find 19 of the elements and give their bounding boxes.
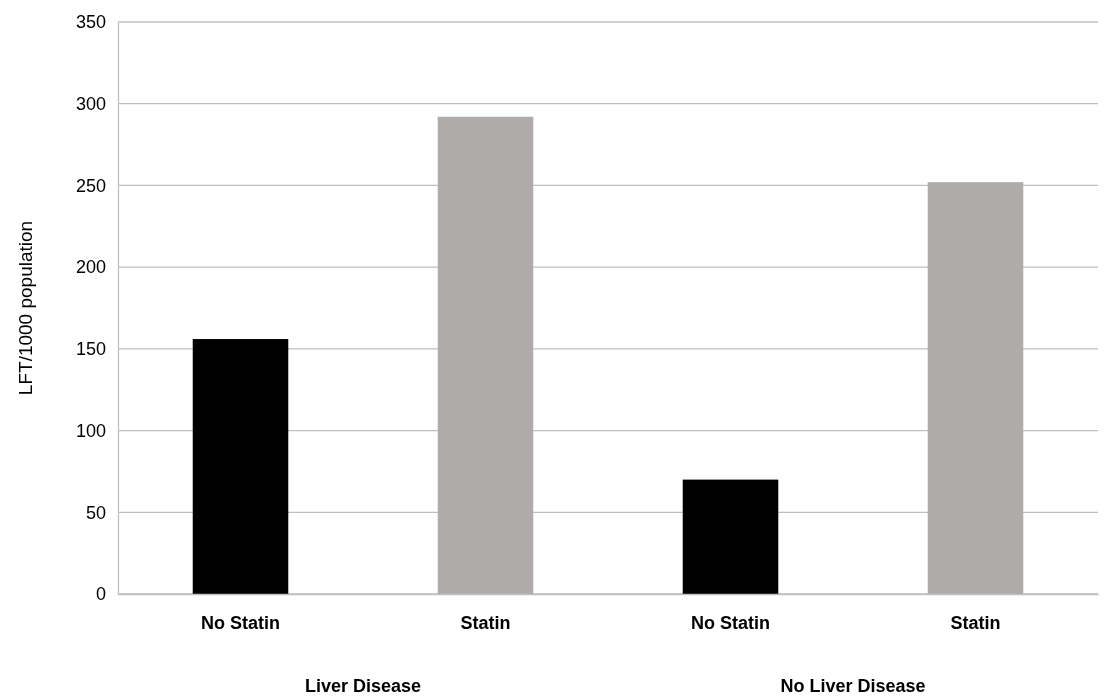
x-tick-label: No Statin (691, 612, 770, 633)
bar (682, 479, 779, 594)
x-tick-label: Statin (460, 612, 511, 633)
y-tick-label: 50 (85, 502, 106, 523)
y-tick-label: 100 (75, 420, 106, 441)
y-axis-title: LFT/1000 population (15, 220, 36, 396)
y-tick-label: 0 (95, 584, 106, 605)
bar (927, 182, 1024, 594)
y-tick-label: 200 (75, 257, 106, 278)
text: No Liver Disease (780, 676, 926, 696)
bar (192, 339, 289, 594)
text: Liver Disease (304, 676, 422, 696)
y-tick-label: 300 (75, 93, 106, 114)
y-tick-label: 150 (75, 339, 106, 360)
y-tick-label: 250 (75, 175, 106, 196)
x-tick-label: Statin (950, 612, 1001, 633)
x-tick-label: No Statin (201, 612, 280, 633)
y-tick-label: 350 (75, 12, 106, 33)
bar (437, 116, 534, 594)
